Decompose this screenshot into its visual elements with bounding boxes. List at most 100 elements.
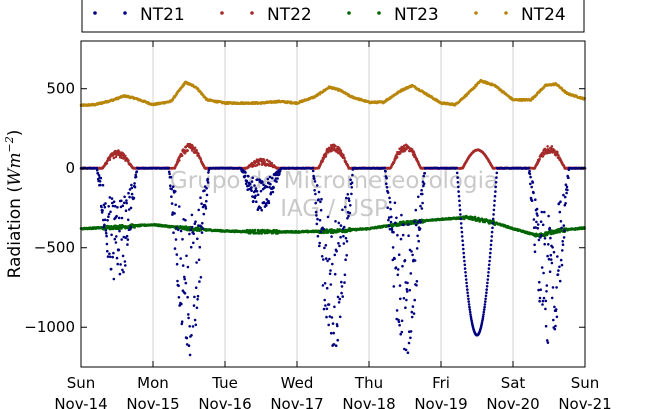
data-point (342, 234, 345, 238)
data-point (206, 181, 210, 184)
data-point (417, 195, 420, 199)
data-point (404, 348, 408, 352)
data-point (329, 269, 332, 272)
data-point (459, 222, 463, 225)
data-point (467, 303, 471, 306)
data-point (410, 310, 414, 314)
data-point (103, 205, 107, 209)
data-point (253, 196, 257, 200)
data-point (198, 280, 201, 283)
data-point (106, 249, 109, 253)
data-point (337, 301, 341, 304)
data-point (469, 313, 472, 316)
data-point (115, 214, 118, 218)
data-point (120, 227, 123, 230)
data-point (483, 303, 487, 306)
data-point (190, 334, 193, 337)
data-point (320, 197, 323, 201)
data-point (315, 222, 319, 226)
data-point (483, 305, 486, 309)
data-point (109, 210, 112, 214)
data-point (187, 344, 191, 348)
data-point (190, 225, 194, 229)
data-point (197, 258, 201, 262)
data-point (406, 281, 409, 285)
data-point (323, 246, 326, 250)
data-point (530, 185, 533, 189)
data-point (250, 186, 253, 189)
data-point (396, 233, 399, 237)
data-point (177, 296, 181, 299)
data-point (458, 204, 462, 207)
data-point (313, 180, 317, 183)
data-point (462, 247, 465, 251)
data-point (126, 243, 129, 246)
data-point (346, 193, 350, 196)
data-point (332, 343, 336, 346)
data-point (250, 161, 254, 165)
data-point (183, 151, 187, 155)
data-point (180, 154, 184, 157)
data-point (122, 270, 125, 274)
data-point (466, 291, 469, 295)
data-point (127, 159, 130, 162)
data-point (323, 282, 327, 285)
data-point (206, 177, 209, 181)
data-point (197, 152, 200, 155)
data-point (527, 167, 530, 170)
data-point (99, 176, 103, 180)
data-point (95, 166, 99, 170)
data-point (466, 294, 470, 298)
data-point (205, 187, 208, 190)
data-point (490, 239, 493, 242)
data-point (180, 322, 184, 326)
data-point (314, 210, 318, 214)
data-point (201, 227, 204, 230)
data-points (79, 78, 587, 357)
data-point (422, 174, 426, 178)
data-point (171, 213, 174, 216)
data-point (463, 263, 467, 267)
data-point (487, 267, 491, 270)
data-point (96, 171, 100, 175)
data-point (492, 208, 496, 212)
data-point (389, 220, 393, 224)
data-point (180, 302, 183, 306)
data-point (251, 176, 254, 180)
data-point (123, 195, 126, 199)
data-point (108, 158, 112, 162)
data-point (386, 206, 390, 209)
data-point (313, 177, 316, 181)
data-point (461, 243, 465, 247)
data-point (457, 190, 460, 193)
data-point (115, 235, 118, 238)
data-point (169, 175, 173, 179)
data-point (327, 303, 331, 306)
data-point (328, 257, 331, 261)
data-point (457, 185, 460, 189)
data-point (413, 298, 417, 302)
data-point (250, 180, 254, 183)
data-point (460, 235, 464, 238)
data-point (118, 229, 121, 233)
data-point (462, 255, 466, 259)
data-point (174, 238, 178, 241)
data-point (386, 191, 390, 194)
data-point (493, 199, 496, 203)
data-point (456, 181, 460, 184)
data-point (254, 200, 258, 203)
data-point (329, 283, 333, 286)
data-point (327, 323, 331, 327)
data-point (395, 309, 399, 312)
data-point (126, 218, 130, 222)
data-point (263, 160, 266, 163)
data-point (420, 207, 424, 210)
data-point (464, 271, 467, 274)
data-point (495, 176, 498, 179)
data-point (106, 255, 110, 258)
data-point (265, 198, 269, 201)
data-point (133, 226, 136, 229)
data-point (195, 306, 199, 310)
data-point (203, 185, 207, 188)
data-point (113, 204, 117, 208)
